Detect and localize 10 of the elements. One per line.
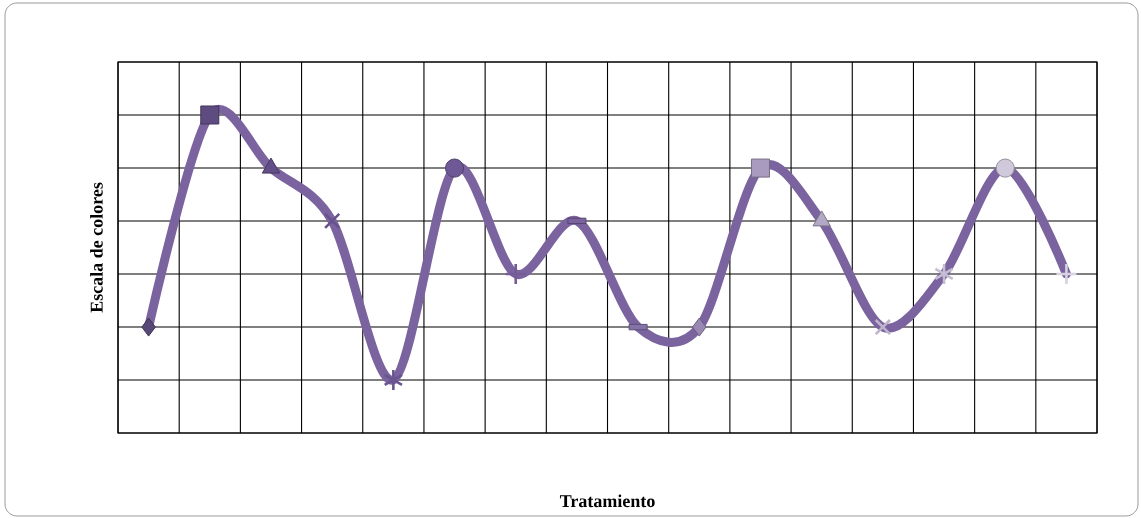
point <box>383 368 404 392</box>
point <box>445 158 465 178</box>
y-axis-title: Escala de colores <box>90 182 103 313</box>
point <box>995 158 1015 178</box>
point <box>750 158 770 178</box>
point <box>323 212 341 230</box>
point <box>934 262 954 286</box>
point <box>874 318 892 336</box>
point <box>200 105 220 125</box>
x-axis-title: Tratamiento <box>559 494 655 508</box>
